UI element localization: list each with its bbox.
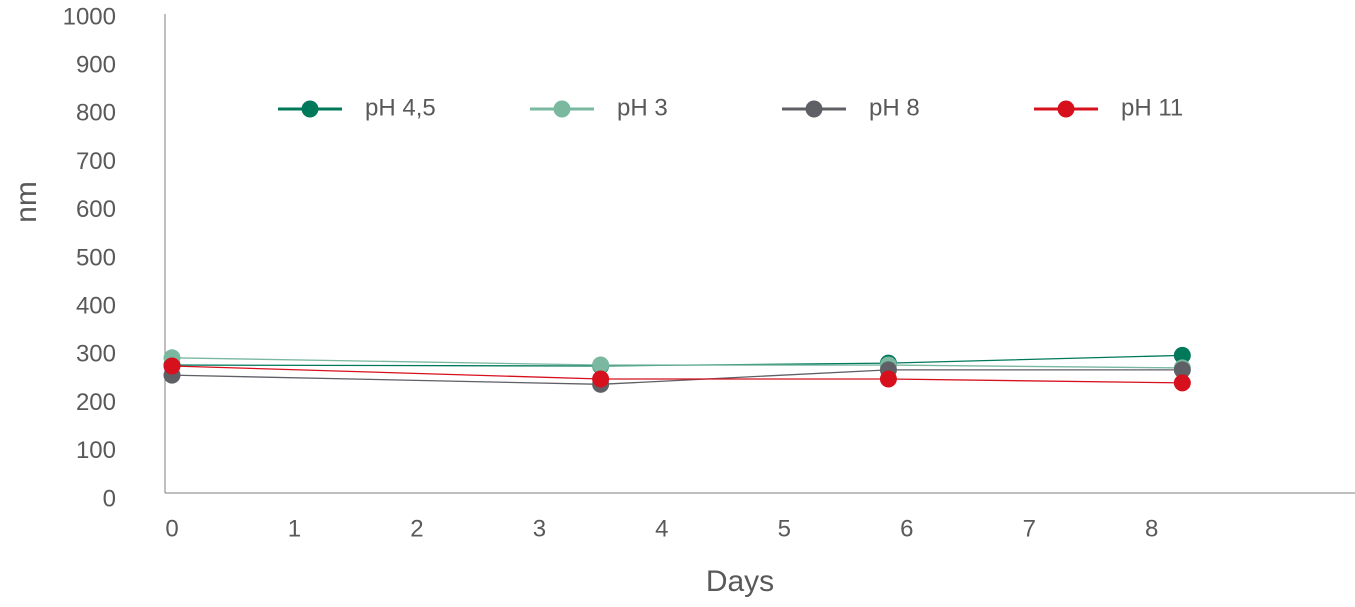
y-tick-label: 800 — [76, 100, 116, 127]
x-tick-label: 4 — [655, 515, 668, 542]
x-tick-label: 7 — [1023, 515, 1036, 542]
legend-label: pH 11 — [1121, 94, 1183, 121]
data-point — [1173, 361, 1191, 379]
legend-marker — [805, 100, 823, 118]
data-point — [879, 370, 897, 388]
series-line — [171, 369, 1183, 385]
y-tick-label: 0 — [103, 485, 116, 512]
legend-label: pH 8 — [869, 94, 920, 121]
y-tick-label: 500 — [76, 244, 116, 271]
x-tick-label: 3 — [533, 515, 546, 542]
y-tick-label: 1000 — [63, 3, 116, 30]
y-tick-label: 200 — [76, 389, 116, 416]
data-point — [592, 356, 610, 374]
x-axis-title: Days — [706, 565, 774, 598]
data-point — [592, 370, 610, 388]
y-tick-label: 700 — [76, 148, 116, 175]
series-line — [171, 365, 1183, 384]
legend-label: pH 3 — [617, 94, 668, 121]
legend-label: pH 4,5 — [365, 94, 436, 121]
data-point — [163, 357, 181, 375]
x-tick-label: 2 — [410, 515, 423, 542]
y-tick-label: 900 — [76, 52, 116, 79]
x-tick-label: 1 — [288, 515, 301, 542]
data-point — [1173, 374, 1191, 392]
y-tick-label: 100 — [76, 437, 116, 464]
legend-marker — [1057, 100, 1075, 118]
y-tick-label: 300 — [76, 341, 116, 368]
x-tick-label: 5 — [778, 515, 791, 542]
series-line — [171, 357, 1183, 369]
legend-marker — [301, 100, 319, 118]
y-axis-title: nm — [10, 181, 43, 223]
y-tick-label: 400 — [76, 293, 116, 320]
y-tick-label: 600 — [76, 196, 116, 223]
x-tick-label: 0 — [165, 515, 178, 542]
x-tick-label: 8 — [1145, 515, 1158, 542]
x-tick-label: 6 — [900, 515, 913, 542]
legend-marker — [553, 100, 571, 118]
data-point — [1173, 346, 1191, 364]
